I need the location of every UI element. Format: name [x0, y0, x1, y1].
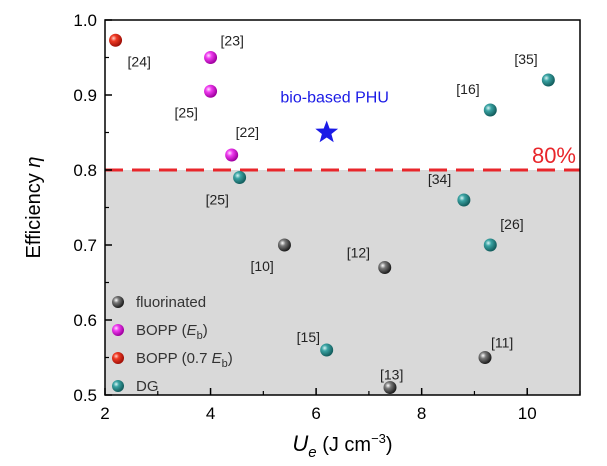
y-tick-label: 0.9 [73, 86, 97, 105]
x-axis-units-exponent: −3 [371, 431, 386, 446]
y-axis-symbol: η [23, 157, 45, 168]
x-tick-label: 2 [100, 404, 109, 423]
point-label: [13] [380, 367, 403, 383]
x-tick-label: 10 [518, 404, 537, 423]
point-dg [233, 171, 247, 184]
y-tick-label: 0.6 [73, 311, 97, 330]
point-label: [10] [250, 258, 273, 274]
legend: fluorinated BOPP (Eb) BOPP (0.7 Eb) DG [112, 294, 233, 395]
point-label: [16] [456, 81, 479, 97]
highlight-star [315, 120, 339, 143]
point-fluorinated [383, 381, 397, 394]
point-label: [22] [236, 124, 259, 140]
axis-ticks: 2 4 6 8 10 0.5 0.6 0.7 0.8 0.9 1.0 [73, 11, 581, 423]
point-label: [26] [500, 216, 523, 232]
point-fluorinated [277, 238, 291, 252]
point-dg [483, 238, 497, 252]
point-bopp-eb [204, 51, 218, 64]
data-points [109, 33, 555, 394]
x-tick-label: 4 [206, 404, 215, 423]
point-label: [34] [428, 171, 451, 187]
legend-marker-bopp-07eb [112, 352, 124, 364]
x-tick-label: 8 [417, 404, 426, 423]
point-dg [457, 193, 471, 207]
threshold-label: 80% [532, 143, 576, 168]
x-axis-units: (J cm [317, 434, 371, 456]
legend-marker-fluorinated [112, 296, 124, 308]
point-label: [15] [297, 329, 320, 345]
legend-label-dg: DG [136, 378, 159, 395]
legend-label-bopp-eb: BOPP (Eb) [136, 322, 208, 342]
legend-label-fluorinated: fluorinated [136, 294, 206, 311]
point-dg [320, 343, 334, 357]
point-dg [541, 73, 555, 87]
y-tick-label: 1.0 [73, 11, 97, 30]
legend-marker-bopp-eb [112, 324, 124, 336]
x-axis-units-close: ) [386, 434, 393, 456]
point-label: [35] [514, 51, 537, 67]
point-fluorinated [478, 351, 492, 364]
point-dg [483, 103, 497, 117]
y-axis-title: Efficiency η [23, 157, 45, 259]
point-label: [25] [175, 104, 198, 120]
x-axis-title: Ue (J cm−3) [292, 431, 392, 461]
x-axis-subscript: e [308, 444, 316, 461]
threshold-group: 80% [105, 143, 580, 172]
y-tick-label: 0.7 [73, 236, 97, 255]
legend-marker-dg [112, 380, 124, 392]
point-label: [12] [347, 245, 370, 261]
y-axis-text: Efficiency [23, 168, 45, 259]
highlight-label: bio-based PHU [280, 90, 389, 107]
point-label: [23] [221, 33, 244, 49]
y-tick-label: 0.5 [73, 386, 97, 405]
x-axis-symbol: U [292, 431, 308, 456]
point-bopp-eb [225, 148, 239, 162]
point-bopp-07eb [109, 33, 123, 47]
x-tick-label: 6 [311, 404, 320, 423]
point-label: [24] [128, 53, 151, 69]
shaded-region [105, 170, 580, 395]
point-bopp-eb [204, 84, 218, 98]
y-tick-label: 0.8 [73, 161, 97, 180]
point-fluorinated [378, 261, 392, 274]
point-label: [25] [206, 192, 229, 208]
point-label: [11] [491, 335, 513, 351]
point-labels: [10] [12] [11] [13] [23] [25] [22] [24] [25] [34]… [128, 33, 538, 383]
legend-label-bopp-07eb: BOPP (0.7 Eb) [136, 350, 233, 370]
